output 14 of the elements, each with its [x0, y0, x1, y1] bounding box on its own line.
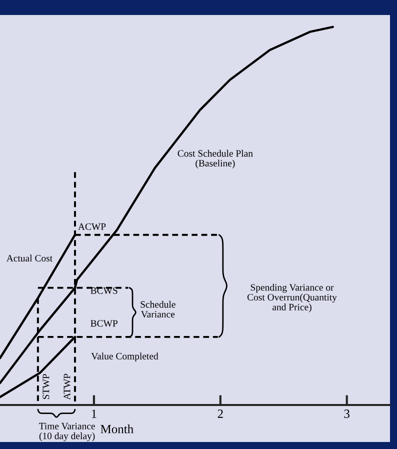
- annotation: Actual Cost: [6, 254, 53, 262]
- annotation: BCWP: [90, 320, 118, 327]
- x-tick-label: 3: [344, 410, 350, 418]
- x-axis-title: Month: [100, 424, 134, 434]
- annotation: STWP: [42, 374, 50, 399]
- annotation: Spending Variance or Cost Overrun(Quantity and Price): [247, 284, 337, 312]
- text: Time Variance (10 day delay): [39, 422, 95, 442]
- annotation: ACWP: [78, 223, 106, 230]
- x-tick-label: 1: [92, 410, 96, 418]
- annotation: Schedule Variance: [140, 300, 176, 318]
- annotation: Value Completed: [91, 352, 158, 362]
- annotation: Cost Schedule Plan (Baseline): [178, 150, 253, 169]
- x-tick-label: 2: [218, 410, 223, 418]
- annotation: ATWP: [64, 374, 70, 400]
